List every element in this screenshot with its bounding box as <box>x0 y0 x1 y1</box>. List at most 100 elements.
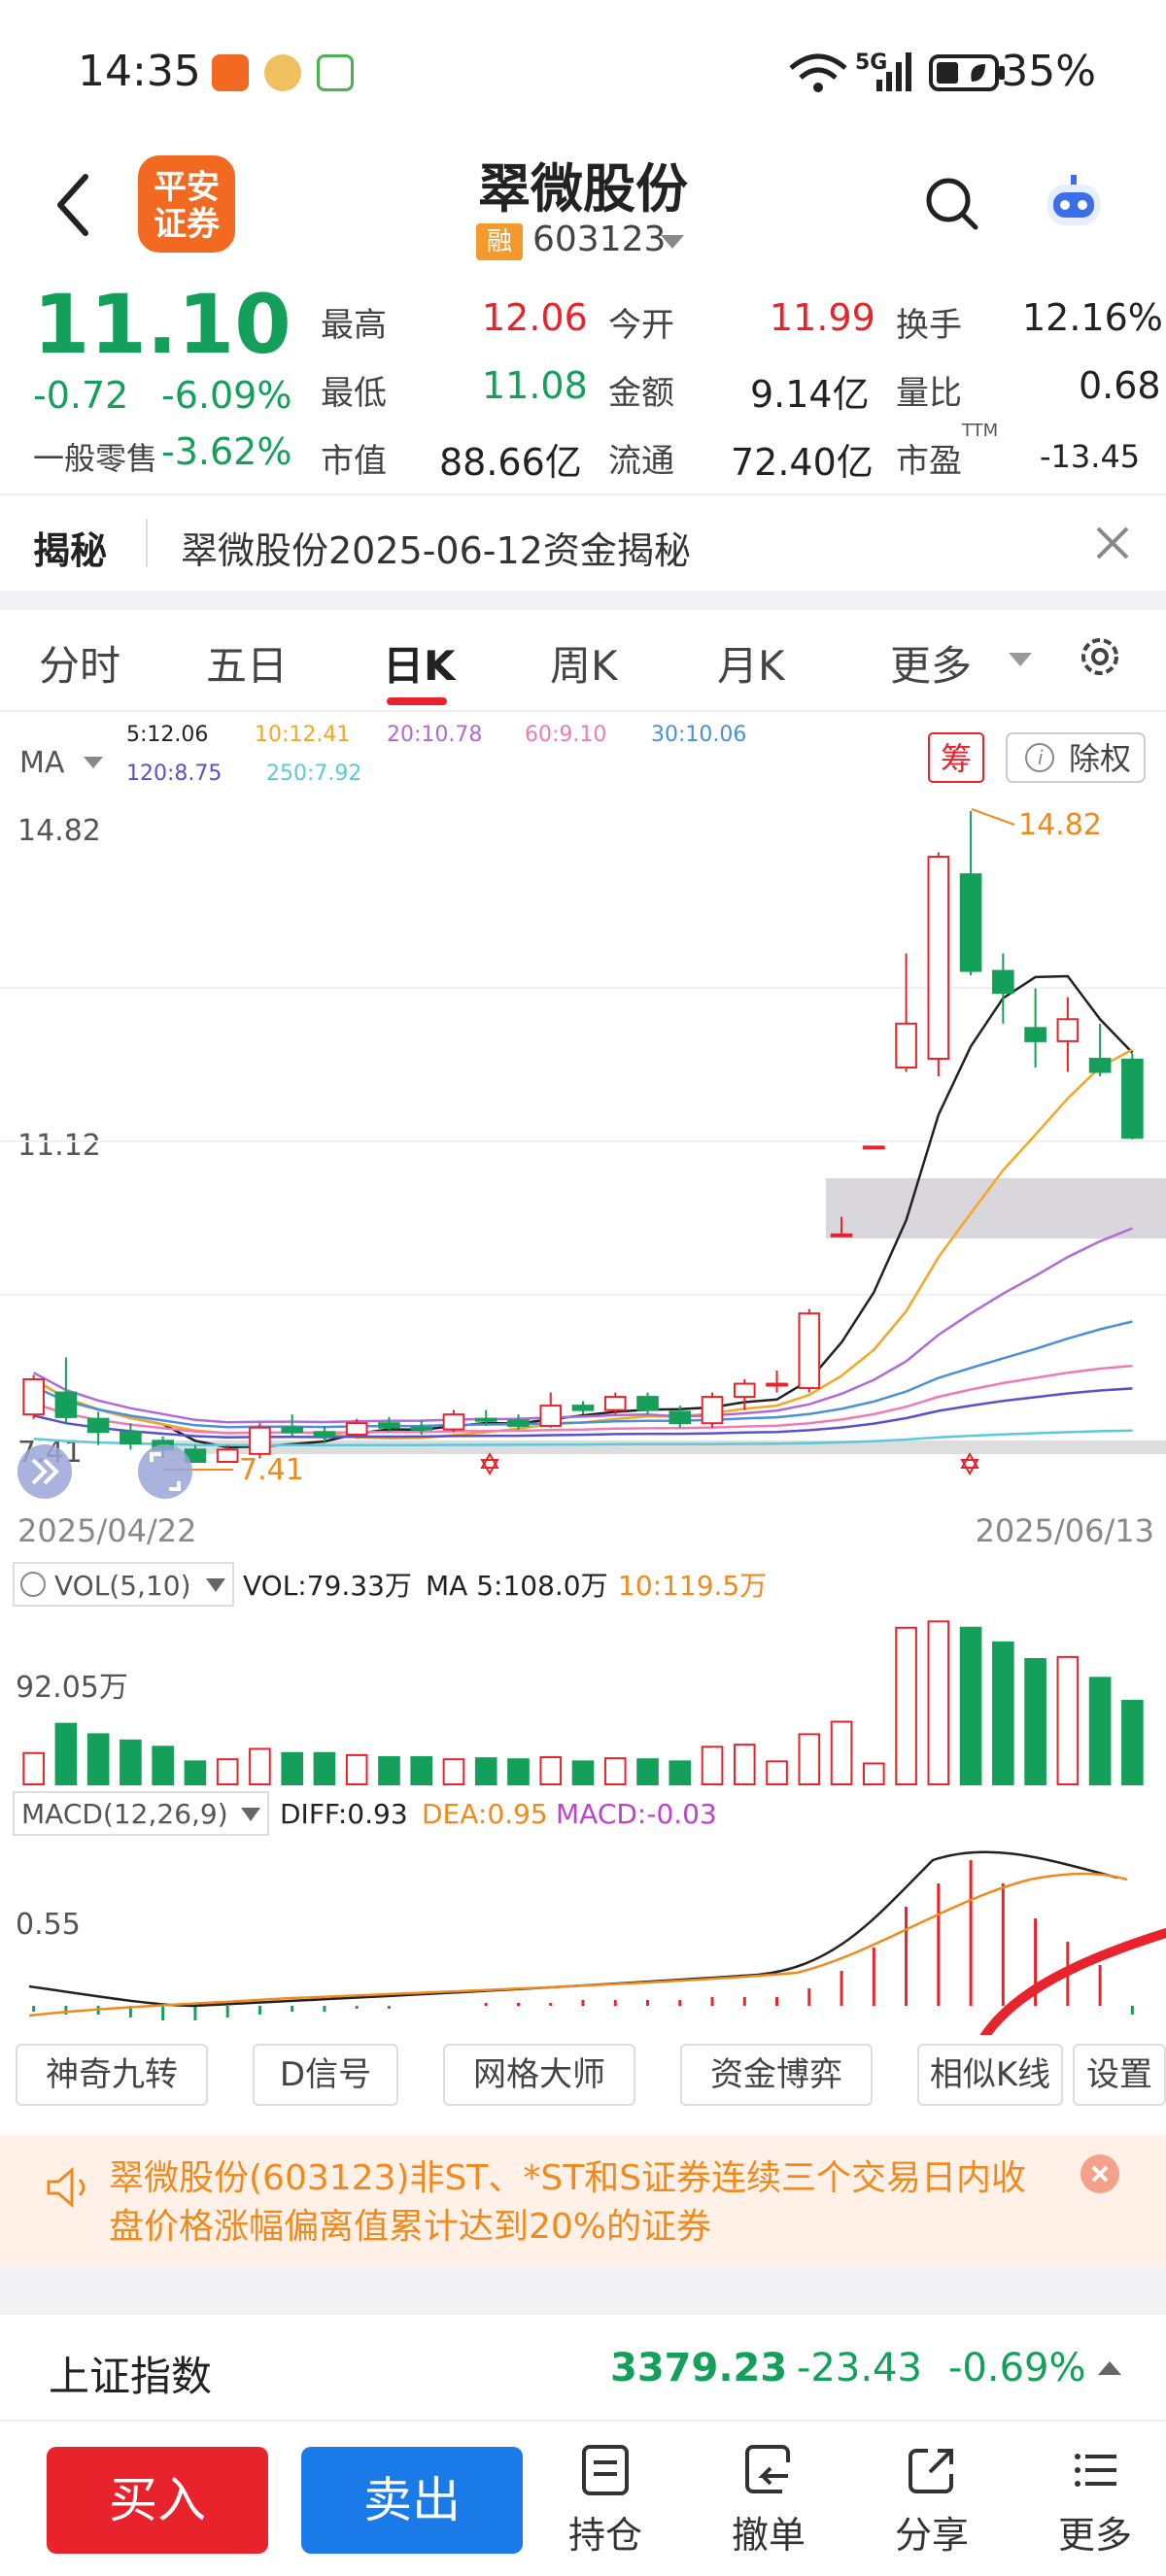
chevron-down-icon[interactable] <box>206 1578 225 1592</box>
ma20-legend: 20:10.78 <box>387 723 482 747</box>
close-icon[interactable] <box>1088 519 1137 567</box>
volume-bar <box>22 1751 45 1785</box>
price-change: -0.72 <box>33 374 129 417</box>
candle-body <box>1024 1027 1046 1042</box>
ex-rights-button[interactable] <box>1006 732 1146 783</box>
back-arrow-icon[interactable] <box>47 171 105 239</box>
open-value: 11.99 <box>770 296 875 339</box>
settings-button[interactable]: 设置 <box>1073 2044 1166 2106</box>
volume-bar <box>442 1758 465 1785</box>
fund-game-button[interactable]: 资金博弈 <box>680 2044 873 2106</box>
d-signal-button[interactable]: D信号 <box>253 2044 398 2106</box>
volume-bar <box>216 1758 239 1785</box>
double-chevron-right-icon <box>31 1458 59 1485</box>
volume-bar <box>733 1744 756 1786</box>
buy-button[interactable]: 买入 <box>47 2447 268 2554</box>
divider <box>146 519 148 567</box>
turnover-label: 换手 <box>896 306 962 345</box>
risk-warning-banner[interactable]: 翠微股份(603123)非ST、*ST和S证券连续三个交易日内收盘价格涨幅偏离值… <box>0 2135 1166 2266</box>
ex-rights-label: 除权 <box>1069 740 1131 777</box>
tab-more[interactable]: 更多 <box>890 642 973 690</box>
gear-icon[interactable] <box>1075 631 1125 682</box>
ma-selector[interactable]: MA <box>19 746 65 780</box>
pe-value: -13.45 <box>1040 438 1141 475</box>
turnover-value: 12.16% <box>1022 296 1163 339</box>
battery-percent: 35% <box>1001 47 1096 96</box>
signal-icon <box>876 52 911 91</box>
vol-box-label: VOL(5,10) <box>54 1570 191 1602</box>
candle-body <box>669 1410 692 1425</box>
robot-assistant-icon[interactable] <box>1040 173 1108 233</box>
ma60-legend: 60:9.10 <box>525 723 606 747</box>
tab-intraday[interactable]: 分时 <box>39 642 121 690</box>
date-end: 2025/06/13 <box>976 1512 1154 1549</box>
sell-button[interactable]: 卖出 <box>301 2447 523 2554</box>
macd-diff: DIFF:0.93 <box>280 1798 408 1830</box>
search-icon[interactable] <box>923 175 981 233</box>
candle-body <box>378 1422 400 1429</box>
ma30-legend: 30:10.06 <box>651 723 746 747</box>
info-icon <box>20 1572 46 1597</box>
candle-body <box>603 1396 627 1411</box>
chevron-up-icon[interactable] <box>1098 2361 1121 2375</box>
date-start: 2025/04/22 <box>17 1512 196 1549</box>
chip-button[interactable] <box>928 732 984 783</box>
warning-text: 翠微股份(603123)非ST、*ST和S证券连续三个交易日内收盘价格涨幅偏离值… <box>109 2158 1027 2247</box>
stock-code[interactable]: 603123 <box>532 220 667 259</box>
volume-bar <box>766 1760 788 1785</box>
amount-label: 金额 <box>608 374 674 413</box>
share-icon <box>909 2449 953 2493</box>
position-button[interactable]: 持仓 <box>552 2443 659 2559</box>
similar-k-button[interactable]: 相似K线 <box>917 2044 1063 2106</box>
volume-bar <box>1088 1677 1112 1785</box>
candle-body <box>766 1382 788 1387</box>
macd-indicator-selector[interactable] <box>13 1791 269 1836</box>
fullscreen-button[interactable] <box>138 1444 192 1499</box>
nine-turn-button[interactable]: 神奇九转 <box>16 2044 208 2106</box>
tab-daily-k[interactable]: 日K <box>383 642 456 690</box>
reveal-text[interactable]: 翠微股份2025-06-12资金揭秘 <box>181 529 691 572</box>
mcap-label: 市值 <box>321 442 387 481</box>
grid-master-button[interactable]: 网格大师 <box>443 2044 635 2106</box>
index-ticker[interactable]: 上证指数 3379.23 -23.43 -0.69% <box>0 2315 1166 2422</box>
volume-ratio-value: 0.68 <box>1079 364 1161 407</box>
ai-notification-icon <box>317 54 354 91</box>
chevron-down-icon[interactable] <box>661 235 684 249</box>
candle-body <box>410 1426 433 1431</box>
volume-bar <box>54 1722 78 1786</box>
vol-value: VOL:79.33万 <box>243 1570 412 1602</box>
more-button[interactable]: 更多 <box>1042 2443 1149 2559</box>
share-button[interactable]: 分享 <box>878 2443 985 2559</box>
vol-indicator-selector[interactable] <box>13 1562 234 1607</box>
max-price-label: 14.82 <box>1018 808 1102 842</box>
tab-monthly-k[interactable]: 月K <box>717 642 785 690</box>
volume-bar <box>313 1751 336 1785</box>
tab-weekly-k[interactable]: 周K <box>550 642 618 690</box>
kline-chart[interactable]: MA 5:12.06 10:12.41 20:10.78 60:9.10 30:… <box>0 714 1166 2035</box>
volume-bar <box>474 1757 497 1785</box>
event-marker-icon[interactable] <box>960 1451 979 1476</box>
cancel-order-button[interactable]: 撤单 <box>715 2443 822 2559</box>
period-tabs: 分时 五日 日K 周K 月K 更多 <box>0 610 1166 712</box>
chevron-down-icon[interactable] <box>84 757 103 768</box>
volume-bar <box>152 1746 174 1786</box>
candle-body <box>22 1378 45 1416</box>
tab-five-day[interactable]: 五日 <box>206 642 289 690</box>
candle-body <box>571 1405 595 1411</box>
speaker-icon <box>47 2166 86 2209</box>
fund-reveal-bar[interactable]: 揭秘 翠微股份2025-06-12资金揭秘 <box>0 493 1166 591</box>
quote-panel: 11.10 -0.72 -6.09% 一般零售 -3.62% 最高 12.06 … <box>0 277 1166 491</box>
event-marker-icon[interactable] <box>480 1451 499 1476</box>
ma20-line <box>33 1227 1133 1424</box>
ma30-line <box>33 1320 1133 1429</box>
close-icon[interactable] <box>1080 2154 1119 2193</box>
volume-bar <box>120 1739 142 1785</box>
macd-diff-line <box>28 1850 1118 2008</box>
volume-bar <box>636 1758 659 1785</box>
broker-logo: 平安 证券 <box>138 155 235 253</box>
volume-bar <box>669 1760 692 1785</box>
chevron-down-icon[interactable] <box>1009 653 1032 666</box>
sector-label: 一般零售 <box>33 440 158 477</box>
chevron-down-icon[interactable] <box>241 1808 260 1821</box>
info-icon <box>1025 743 1054 772</box>
